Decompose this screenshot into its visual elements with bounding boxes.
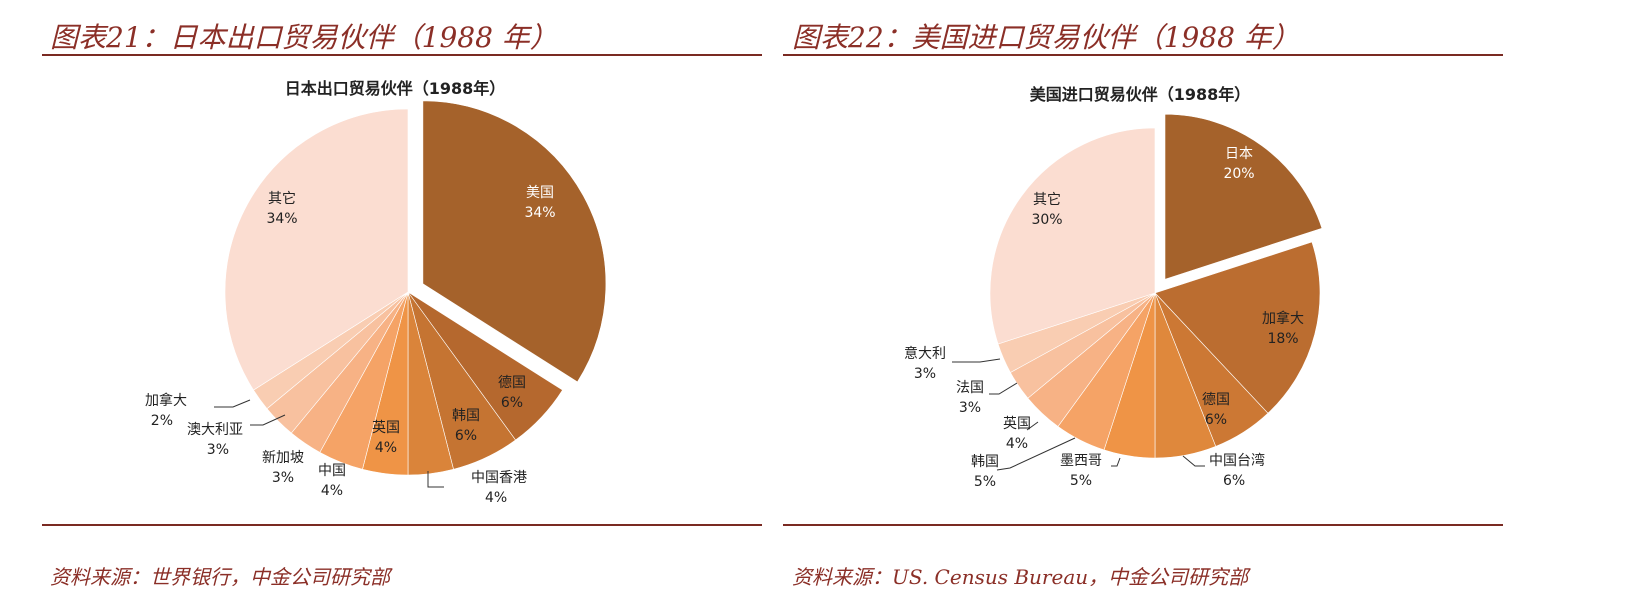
slice-category-label: 中国台湾 bbox=[1209, 452, 1265, 469]
source-note: 资料来源：US. Census Bureau，中金公司研究部 bbox=[792, 565, 1249, 589]
leader-line bbox=[427, 471, 444, 488]
slice-category-label: 韩国 bbox=[452, 408, 480, 424]
slice-value-label: 3% bbox=[959, 400, 981, 416]
slice-value-label: 4% bbox=[375, 440, 397, 456]
slice-category-label: 其它 bbox=[1033, 191, 1061, 208]
slice-value-label: 30% bbox=[1031, 212, 1062, 228]
slice-value-label: 34% bbox=[266, 211, 297, 227]
pie-slice bbox=[224, 108, 409, 391]
pie-chart-japan-exports: 日本出口贸易伙伴（1988年） 美国 34% 德国 6% 韩国 6% 中国香港 4% 英国 4% 中国… bbox=[145, 79, 607, 506]
source-rule bbox=[42, 524, 762, 526]
slice-category-label: 中国 bbox=[318, 463, 346, 479]
slice-category-label: 中国香港 bbox=[471, 470, 527, 486]
slice-category-label: 日本 bbox=[1225, 146, 1253, 162]
slice-category-label: 英国 bbox=[1003, 415, 1031, 432]
chart-panel-japan-exports: 图表21：日本出口贸易伙伴（1988 年） 日本出口贸易伙伴（1988年） 美国 3… bbox=[42, 21, 762, 589]
slice-category-label: 其它 bbox=[268, 190, 296, 207]
pie-slice bbox=[422, 100, 607, 383]
slice-category-label: 澳大利亚 bbox=[187, 422, 243, 438]
slice-value-label: 2% bbox=[151, 413, 173, 429]
leader-line bbox=[989, 382, 1018, 395]
slice-category-label: 韩国 bbox=[971, 454, 999, 470]
slice-value-label: 6% bbox=[455, 428, 477, 444]
leader-line bbox=[214, 399, 251, 408]
slice-value-label: 3% bbox=[272, 470, 294, 486]
pie-slice bbox=[989, 127, 1156, 345]
chart-panel-us-imports: 图表22：美国进口贸易伙伴（1988 年） 美国进口贸易伙伴（1988年） 日本 2… bbox=[783, 0, 1650, 608]
slice-value-label: 5% bbox=[1070, 473, 1092, 489]
slice-category-label: 新加坡 bbox=[262, 450, 304, 466]
slice-value-label: 5% bbox=[974, 474, 996, 490]
title-rule bbox=[783, 54, 1503, 56]
chart-title: 美国进口贸易伙伴（1988年） bbox=[1030, 85, 1251, 104]
figure-title: 图表22：美国进口贸易伙伴（1988 年） bbox=[792, 21, 1300, 54]
slice-value-label: 4% bbox=[321, 483, 343, 499]
source-note: 资料来源：世界银行，中金公司研究部 bbox=[50, 565, 390, 589]
leader-line bbox=[996, 437, 1076, 471]
source-rule bbox=[783, 524, 1503, 526]
slice-value-label: 6% bbox=[501, 395, 523, 411]
figure-title: 图表21：日本出口贸易伙伴（1988 年） bbox=[50, 21, 558, 54]
slice-category-label: 法国 bbox=[956, 380, 984, 396]
title-rule bbox=[42, 54, 762, 56]
slice-value-label: 6% bbox=[1205, 412, 1227, 428]
slice-value-label: 34% bbox=[524, 205, 555, 221]
slice-category-label: 墨西哥 bbox=[1060, 453, 1102, 469]
leader-line bbox=[1182, 455, 1205, 467]
slice-category-label: 英国 bbox=[372, 419, 400, 436]
slice-value-label: 6% bbox=[1223, 473, 1245, 489]
leader-line bbox=[952, 358, 1001, 363]
leader-line bbox=[250, 414, 286, 426]
slice-value-label: 18% bbox=[1267, 331, 1298, 347]
slice-category-label: 意大利 bbox=[904, 345, 946, 362]
pie-chart-us-imports: 美国进口贸易伙伴（1988年） 日本 20% 加拿大 18% 德国 6% 中国台湾 6% 墨西哥 5… bbox=[904, 85, 1323, 490]
slice-category-label: 德国 bbox=[498, 375, 526, 391]
slice-value-label: 4% bbox=[1006, 436, 1028, 452]
pie-slice bbox=[1154, 241, 1321, 414]
slice-category-label: 加拿大 bbox=[1262, 310, 1304, 327]
slice-category-label: 美国 bbox=[526, 185, 554, 201]
chart-title: 日本出口贸易伙伴（1988年） bbox=[285, 79, 506, 98]
pie-slice bbox=[1164, 113, 1323, 280]
slice-category-label: 加拿大 bbox=[145, 392, 187, 409]
slice-value-label: 20% bbox=[1223, 166, 1254, 182]
slice-value-label: 4% bbox=[485, 490, 507, 506]
slice-category-label: 德国 bbox=[1202, 392, 1230, 408]
leader-line bbox=[1111, 457, 1121, 467]
slice-value-label: 3% bbox=[207, 442, 229, 458]
slice-value-label: 3% bbox=[914, 366, 936, 382]
leader-line bbox=[1026, 421, 1039, 431]
